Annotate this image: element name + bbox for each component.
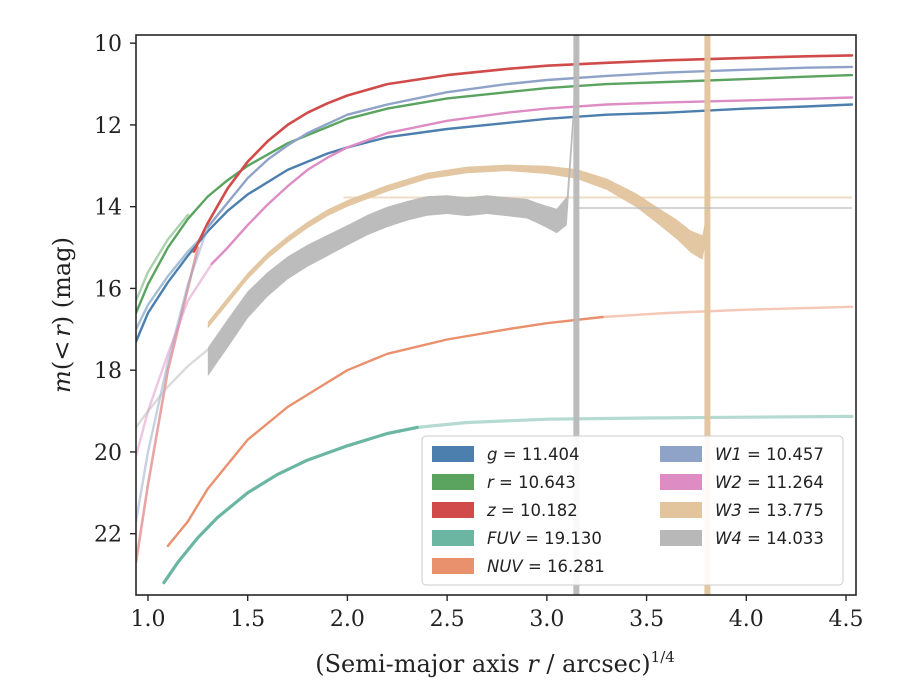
y-axis-title: m(<r) (mag) <box>48 237 76 393</box>
r-line <box>136 73 854 315</box>
x-tick-label: 2.5 <box>430 607 465 632</box>
fuv-legend-label: FUV = 19.130 <box>487 529 602 548</box>
w1-legend-swatch <box>660 446 702 462</box>
nuv-legend-label: NUV = 16.281 <box>487 557 605 576</box>
x-tick-label: 1.0 <box>130 607 165 632</box>
x-axis-title: (Semi-major axis r / arcsec)1/4 <box>315 648 675 678</box>
r-legend-label: r = 10.643 <box>487 473 576 492</box>
legend: g = 11.404 r = 10.643 z = 10.182 FUV = 19.1… <box>421 435 844 586</box>
z-line <box>192 54 854 253</box>
w4-vertical-band <box>573 35 580 595</box>
nuv-line <box>166 315 604 548</box>
x-tick-label: 4.5 <box>829 607 864 632</box>
y-tick-label: 12 <box>94 114 122 139</box>
w4-legend-label: W4 = 14.033 <box>715 529 824 548</box>
x-tick-label: 1.5 <box>230 607 265 632</box>
g-faint-line <box>136 234 205 331</box>
axes-frame <box>135 34 857 596</box>
w2-legend-swatch <box>660 474 702 490</box>
fuv-faint-line <box>415 414 854 429</box>
y-axis-ticks: 10 12 14 16 18 20 22 <box>94 32 136 548</box>
w3-legend-label: W3 = 13.775 <box>715 501 824 520</box>
y-tick-label: 22 <box>94 523 122 548</box>
z-legend-swatch <box>432 502 474 518</box>
x-axis-ticks: 1.0 1.5 2.0 2.5 3.0 3.5 4.0 4.5 <box>130 595 864 632</box>
x-tick-label: 3.0 <box>529 607 564 632</box>
x-tick-label: 4.0 <box>729 607 764 632</box>
w3-vertical-band <box>704 35 711 595</box>
legend-box <box>421 435 844 586</box>
y-tick-label: 14 <box>94 196 122 221</box>
fuv-line <box>162 425 419 585</box>
r-legend-swatch <box>432 474 474 490</box>
plot-area <box>136 35 854 595</box>
nuv-legend-swatch <box>432 558 474 574</box>
r-faint-line <box>136 213 190 302</box>
w3-band <box>207 35 711 329</box>
y-tick-label: 20 <box>94 441 122 466</box>
y-tick-label: 16 <box>94 277 122 302</box>
x-tick-label: 3.5 <box>629 607 664 632</box>
w1-faint-line <box>136 225 209 523</box>
z-faint-line <box>136 246 200 564</box>
w4-faint-line <box>136 348 209 429</box>
w4-band <box>207 35 577 377</box>
w2-legend-label: W2 = 11.264 <box>715 473 824 492</box>
w2-line <box>210 96 854 266</box>
nuv-faint-line <box>601 305 854 319</box>
plot-frame <box>135 34 857 596</box>
y-tick-label: 10 <box>94 32 122 57</box>
x-tick-label: 2.0 <box>330 607 365 632</box>
y-tick-label: 18 <box>94 359 122 384</box>
w1-legend-label: W1 = 10.457 <box>715 445 824 464</box>
w4-legend-swatch <box>660 530 702 546</box>
g-legend-label: g = 11.404 <box>487 445 580 464</box>
g-legend-swatch <box>432 446 474 462</box>
z-legend-label: z = 10.182 <box>486 501 578 520</box>
fuv-legend-swatch <box>432 530 474 546</box>
w3-legend-swatch <box>660 502 702 518</box>
w2-faint-line <box>136 262 213 458</box>
